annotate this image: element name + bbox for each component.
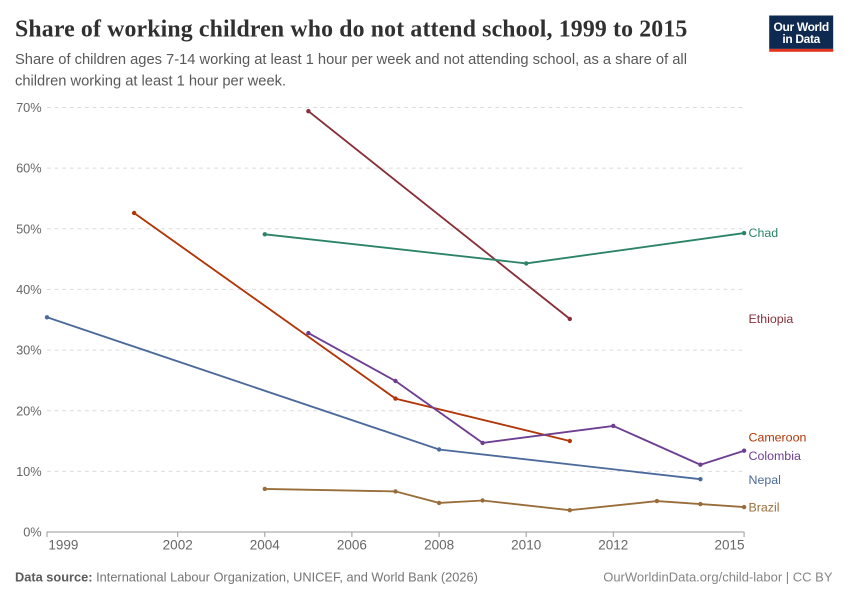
svg-text:2002: 2002 [163, 538, 193, 553]
svg-text:2010: 2010 [511, 538, 541, 553]
svg-text:Brazil: Brazil [749, 500, 780, 514]
svg-text:Share of working children who: Share of working children who do not att… [15, 17, 687, 43]
svg-text:Cameroon: Cameroon [749, 431, 807, 445]
svg-text:20%: 20% [16, 403, 42, 418]
svg-text:60%: 60% [16, 161, 42, 176]
svg-text:50%: 50% [16, 221, 42, 236]
svg-text:2004: 2004 [250, 538, 281, 553]
svg-text:Our World: Our World [774, 20, 829, 34]
svg-text:2006: 2006 [337, 538, 367, 553]
svg-text:2015: 2015 [714, 538, 744, 553]
svg-text:2012: 2012 [598, 538, 628, 553]
svg-text:70%: 70% [16, 100, 42, 115]
svg-text:30%: 30% [16, 343, 42, 358]
svg-text:10%: 10% [16, 464, 42, 479]
svg-text:Colombia: Colombia [749, 449, 801, 463]
svg-text:OurWorldinData.org/child-labor: OurWorldinData.org/child-labor | CC BY [603, 570, 833, 585]
svg-text:40%: 40% [16, 282, 42, 297]
svg-text:Share of children ages 7-14 wo: Share of children ages 7-14 working at l… [15, 52, 687, 68]
svg-text:Chad: Chad [749, 226, 779, 240]
svg-text:children working at least 1 ho: children working at least 1 hour per wee… [15, 74, 286, 90]
svg-text:0%: 0% [23, 525, 42, 540]
svg-text:Nepal: Nepal [749, 473, 781, 487]
svg-text:Ethiopia: Ethiopia [749, 312, 794, 326]
svg-text:2008: 2008 [424, 538, 454, 553]
svg-text:in Data: in Data [782, 32, 820, 46]
svg-text:Data source: International Lab: Data source: International Labour Organi… [15, 570, 478, 585]
svg-text:1999: 1999 [48, 538, 78, 553]
